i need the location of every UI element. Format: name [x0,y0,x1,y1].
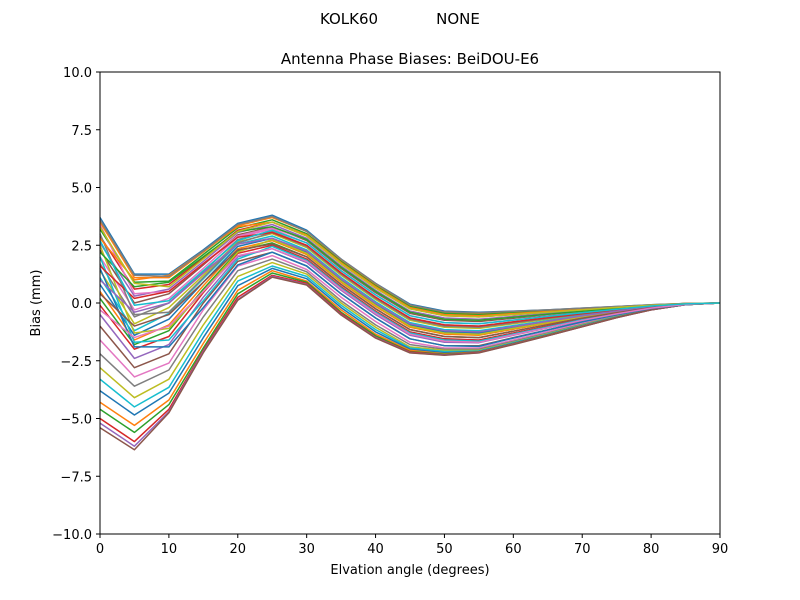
x-tick-label: 40 [367,542,384,557]
series-line-39 [99,221,721,318]
series-line-10 [99,235,721,332]
chart-title: Antenna Phase Biases: BeiDOU-E6 [281,50,539,68]
series-line-40 [99,229,721,325]
series-line-36 [99,243,721,339]
y-tick-label: 7.5 [71,124,92,139]
series-line-31 [99,251,721,348]
y-tick-label: −10.0 [52,528,92,543]
x-tick-label: 20 [230,542,247,557]
y-tick-label: −2.5 [60,355,92,370]
series-line-35 [99,237,721,333]
y-tick-label: 0.0 [71,297,92,312]
x-tick-label: 70 [574,542,591,557]
series-line-33 [99,226,721,322]
series-line-24 [99,274,721,443]
x-tick-label: 10 [161,542,178,557]
suptitle-station: KOLK60 [320,10,378,28]
y-tick-label: 10.0 [63,66,92,81]
y-tick-label: −5.0 [60,413,92,428]
x-tick-label: 50 [436,542,453,557]
y-axis: −10.0 −7.5 −5.0 −2.5 0.0 2.5 5.0 7.5 10.0 [52,66,100,543]
series-layer [99,214,721,451]
suptitle-model: NONE [436,10,480,28]
y-axis-label: Bias (mm) [29,270,44,337]
x-tick-label: 60 [505,542,522,557]
series-line-26 [99,276,721,451]
y-tick-label: 5.0 [71,182,92,197]
x-tick-label: 30 [298,542,315,557]
series-line-37 [99,247,721,344]
x-tick-label: 0 [96,542,104,557]
series-line-38 [99,215,721,314]
y-tick-label: 2.5 [71,239,92,254]
y-tick-label: −7.5 [60,470,92,485]
x-tick-label: 80 [643,542,660,557]
x-axis: 0 10 20 30 40 50 60 70 80 90 [96,534,728,557]
x-tick-label: 90 [712,542,729,557]
x-axis-label: Elvation angle (degrees) [330,563,489,578]
